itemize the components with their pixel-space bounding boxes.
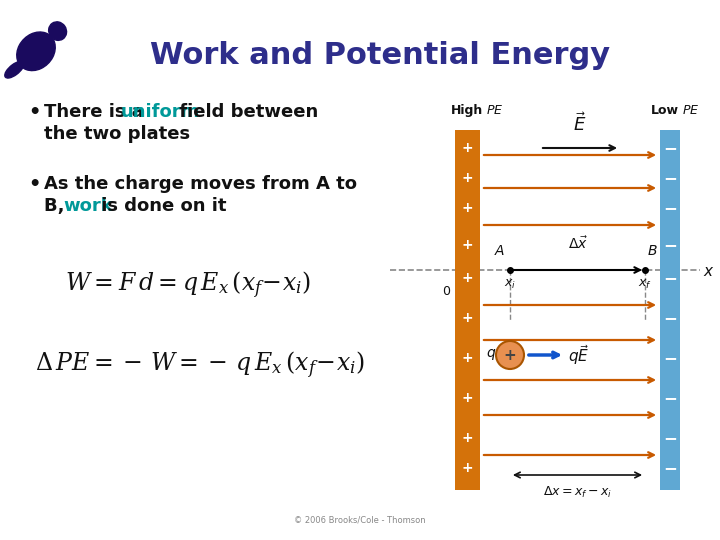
Text: $\Delta x = x_f - x_i$: $\Delta x = x_f - x_i$ <box>543 485 612 500</box>
Text: © 2006 Brooks/Cole - Thomson: © 2006 Brooks/Cole - Thomson <box>294 516 426 524</box>
Text: •: • <box>28 103 40 122</box>
Text: work: work <box>63 197 113 215</box>
Text: +: + <box>462 201 473 215</box>
Text: +: + <box>462 311 473 325</box>
Text: +: + <box>462 171 473 185</box>
Text: −: − <box>663 169 677 187</box>
Text: $x_i$: $x_i$ <box>504 278 516 291</box>
Text: $q$: $q$ <box>486 348 496 362</box>
Text: $A$: $A$ <box>494 244 505 258</box>
Text: +: + <box>462 351 473 365</box>
Text: +: + <box>462 431 473 445</box>
Text: −: − <box>663 429 677 447</box>
Text: Low: Low <box>651 104 679 117</box>
Bar <box>660 130 680 490</box>
Text: There is a: There is a <box>44 103 150 121</box>
Text: $\vec{E}$: $\vec{E}$ <box>573 112 587 135</box>
Text: −: − <box>663 139 677 157</box>
Text: +: + <box>462 391 473 405</box>
Text: •: • <box>28 175 40 194</box>
Ellipse shape <box>5 61 24 78</box>
Text: $x$: $x$ <box>703 264 714 279</box>
Text: −: − <box>663 309 677 327</box>
Text: −: − <box>663 389 677 407</box>
Text: $B$: $B$ <box>647 244 657 258</box>
Text: +: + <box>462 141 473 155</box>
Text: $q\vec{E}$: $q\vec{E}$ <box>568 343 589 367</box>
Ellipse shape <box>49 22 66 40</box>
Text: +: + <box>462 271 473 285</box>
Bar <box>455 130 480 490</box>
Text: −: − <box>663 199 677 217</box>
Circle shape <box>496 341 524 369</box>
Ellipse shape <box>17 32 55 71</box>
Text: $PE$: $PE$ <box>485 104 503 117</box>
Text: −: − <box>663 269 677 287</box>
Text: B,: B, <box>44 197 71 215</box>
Text: −: − <box>663 349 677 367</box>
Text: As the charge moves from A to: As the charge moves from A to <box>44 175 357 193</box>
Text: is done on it: is done on it <box>95 197 227 215</box>
Text: +: + <box>503 348 516 362</box>
Text: +: + <box>462 238 473 252</box>
Text: uniform: uniform <box>121 103 200 121</box>
Text: field between: field between <box>173 103 318 121</box>
Text: Work and Potential Energy: Work and Potential Energy <box>150 40 610 70</box>
Text: $PE$: $PE$ <box>682 104 699 117</box>
Text: +: + <box>462 461 473 475</box>
Text: $\Delta\vec{x}$: $\Delta\vec{x}$ <box>567 235 588 252</box>
Text: 0: 0 <box>442 285 450 298</box>
Text: $W = F\,d = q\,E_x\,(x_f\!-\!x_i)$: $W = F\,d = q\,E_x\,(x_f\!-\!x_i)$ <box>65 269 311 301</box>
Text: $\Delta\,PE = -\,W = -\,q\,E_x\,(x_f\!-\!x_i)$: $\Delta\,PE = -\,W = -\,q\,E_x\,(x_f\!-\… <box>35 349 365 381</box>
Text: −: − <box>663 459 677 477</box>
Text: the two plates: the two plates <box>44 125 190 143</box>
Text: $x_f$: $x_f$ <box>638 278 652 291</box>
Text: High: High <box>451 104 484 117</box>
Text: −: − <box>663 236 677 254</box>
